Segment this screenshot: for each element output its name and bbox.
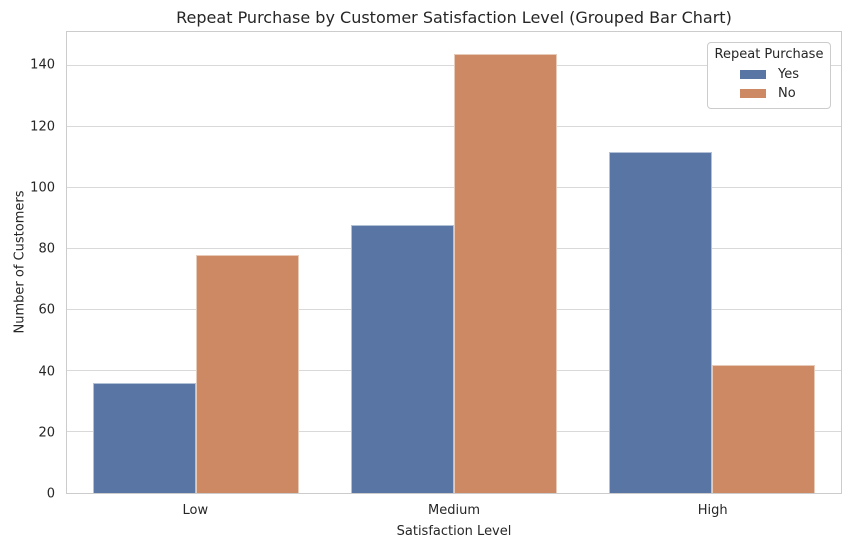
x-tick-label: Medium <box>428 503 480 518</box>
legend-entry-no: No <box>740 84 830 103</box>
legend-swatch-no <box>740 89 766 98</box>
y-tick-label: 100 <box>30 180 55 196</box>
legend: Repeat Purchase Yes No <box>707 42 831 109</box>
chart-title: Repeat Purchase by Customer Satisfaction… <box>176 8 732 27</box>
y-tick-label: 0 <box>46 486 55 502</box>
bar-medium-no <box>454 53 558 493</box>
y-axis-ticks: 0 20 40 60 80 100 120 140 <box>0 31 55 501</box>
bar-high-no <box>712 364 816 493</box>
y-tick-label: 80 <box>38 241 55 257</box>
x-axis-label: Satisfaction Level <box>396 524 512 539</box>
legend-label-no: No <box>778 86 796 101</box>
x-tick-label: High <box>697 503 728 518</box>
bar-high-yes <box>608 151 712 493</box>
legend-entry-yes: Yes <box>740 65 830 84</box>
y-tick-label: 140 <box>30 57 55 73</box>
legend-title: Repeat Purchase <box>714 47 824 62</box>
plot-area: Repeat Purchase Yes No <box>66 31 842 494</box>
bar-medium-yes <box>350 224 454 493</box>
y-tick-label: 40 <box>38 364 55 380</box>
y-tick-label: 120 <box>30 119 55 135</box>
bar-low-no <box>195 255 300 493</box>
legend-swatch-yes <box>740 70 766 79</box>
y-tick-label: 60 <box>38 302 55 318</box>
x-axis-ticks: Low Medium High <box>66 503 842 519</box>
bar-low-yes <box>92 383 196 493</box>
x-tick-label: Low <box>182 503 209 518</box>
legend-label-yes: Yes <box>778 67 799 82</box>
y-tick-label: 20 <box>38 425 55 441</box>
